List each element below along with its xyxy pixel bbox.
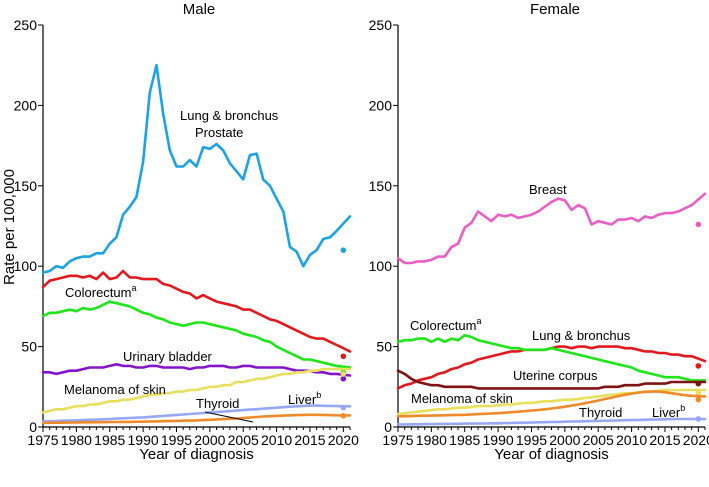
male-series-melanoma-of-skin-line [41, 367, 352, 414]
female-x-tick-label: 2010 [616, 432, 647, 448]
female-series-uterine-corpus-label: Uterine corpus [513, 368, 598, 383]
male-series-lung-and-bronchus-marker [340, 353, 347, 360]
female-x-tick-label: 1995 [516, 432, 547, 448]
male-series-liver-label-superscript: b [316, 390, 321, 400]
male-x-tick-label: 2005 [228, 432, 259, 448]
male-series-urinary-bladder-line [41, 362, 352, 377]
male-x-tick-label: 1985 [94, 432, 125, 448]
male-x-tick-label: 2010 [261, 432, 292, 448]
female-series-lung-and-bronchus-marker [695, 363, 702, 369]
female-y-tick-label: 0 [384, 419, 392, 435]
female-y-tick-label: 250 [369, 17, 393, 33]
male-panel-title: Male [183, 1, 216, 18]
male-y-tick-label: 250 [14, 17, 38, 33]
female-x-tick-label: 1975 [382, 432, 413, 448]
female-series-uterine-corpus-marker [695, 380, 702, 387]
male-series-melanoma-of-skin-marker [340, 371, 347, 377]
male-y-tick-label: 150 [14, 178, 38, 194]
female-series-liver-label-superscript: b [680, 403, 685, 413]
male-y-tick-label: 200 [14, 97, 38, 113]
male-series-liver-label: Liverb [288, 390, 321, 407]
female-y-tick-label: 50 [376, 339, 392, 355]
female-x-tick-label: 2015 [649, 432, 680, 448]
male-x-tick-label: 1995 [161, 432, 192, 448]
male-series-liver-marker [340, 404, 347, 411]
female-series-thyroid-label: Thyroid [579, 405, 622, 420]
male-series-prostate-marker [340, 247, 347, 253]
female-panel-title: Female [530, 1, 580, 18]
male-x-tick-label: 2000 [194, 432, 225, 448]
male-series-liver-line [41, 404, 352, 423]
male-x-tick-label: 1980 [61, 432, 92, 448]
female-x-tick-label: 2005 [583, 432, 614, 448]
male-series-thyroid-marker [340, 412, 347, 419]
female-x-tick-label: 2000 [549, 432, 580, 448]
male-series-thyroid-line [41, 413, 352, 425]
male-x-tick-label: 1990 [128, 432, 159, 448]
female-series-liver-marker [695, 416, 702, 422]
female-y-tick-label: 150 [369, 178, 393, 194]
male-y-tick-label: 100 [14, 258, 38, 274]
male-series-thyroid-label: Thyroid [196, 396, 239, 411]
female-series-uterine-corpus-line [396, 369, 707, 390]
male-series-prostate-line [41, 63, 352, 274]
male-y-tick-label: 0 [29, 419, 37, 435]
male-series-melanoma-of-skin-label: Melanoma of skin [64, 382, 166, 397]
female-series-thyroid-marker [695, 396, 702, 403]
female-panel: Female 0 50 100 150 200 250 1975 1980 1985 1990 199… [369, 1, 709, 463]
male-x-tick-label: 1975 [27, 432, 58, 448]
female-series-liver-label: Liverb [652, 403, 685, 420]
male-series-urinary-bladder-label: Urinary bladder [123, 349, 213, 364]
male-series-colorectum-line [41, 300, 352, 369]
male-series-prostate-label: Prostate [195, 125, 243, 140]
y-axis-label: Rate per 100,000 [1, 169, 18, 285]
female-y-tick-label: 200 [369, 97, 393, 113]
female-series-thyroid-line [396, 390, 707, 418]
male-series-lung-and-bronchus-label: Lung & bronchus [180, 108, 279, 123]
female-x-axis-label: Year of diagnosis [494, 446, 609, 463]
female-series-liver-line [396, 417, 707, 426]
female-x-tick-label: 1990 [483, 432, 514, 448]
male-x-axis-label: Year of diagnosis [139, 446, 254, 463]
female-series-melanoma-of-skin-label: Melanoma of skin [411, 391, 513, 406]
male-series-lung-and-bronchus-line [41, 269, 352, 353]
male-series-colorectum-label-superscript: a [131, 283, 136, 293]
male-thyroid-leader-line [204, 411, 254, 423]
male-x-tick-label: 2020 [328, 432, 359, 448]
female-series-colorectum-line [396, 333, 707, 382]
female-series-lung-and-bronchus-label: Lung & bronchus [532, 328, 631, 343]
female-y-tick-label: 100 [369, 258, 393, 274]
male-series-colorectum-label: Colorectuma [65, 283, 136, 300]
male-y-tick-label: 50 [21, 339, 37, 355]
female-series-colorectum-label-superscript: a [476, 316, 481, 326]
female-x-tick-label: 2020 [683, 432, 709, 448]
female-series-breast-label: Breast [529, 182, 567, 197]
female-series-breast-line [396, 192, 707, 265]
female-x-tick-label: 1980 [416, 432, 447, 448]
female-series-colorectum-label: Colorectuma [410, 316, 481, 333]
female-x-tick-label: 1985 [449, 432, 480, 448]
female-series-melanoma-of-skin-marker [695, 390, 702, 397]
male-series-urinary-bladder-marker [340, 375, 347, 382]
male-x-tick-label: 2015 [294, 432, 325, 448]
female-series-breast-marker [695, 221, 702, 228]
